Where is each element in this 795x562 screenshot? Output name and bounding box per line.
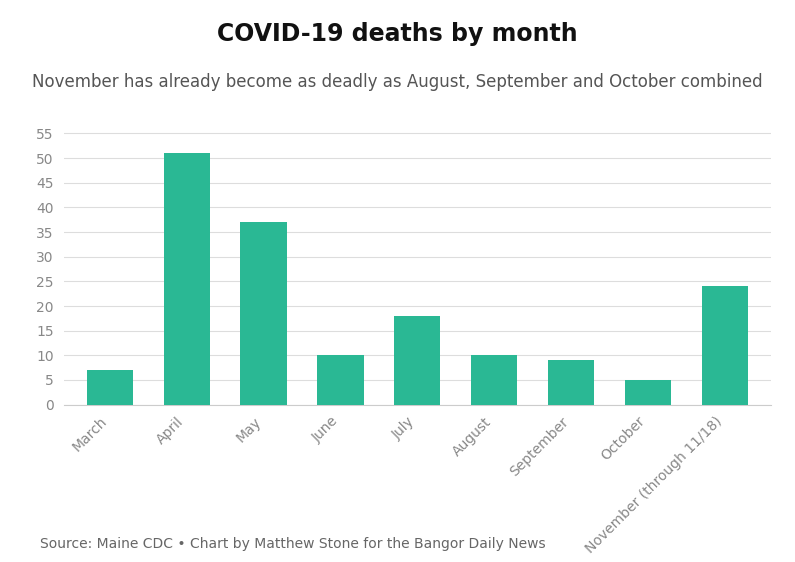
Text: COVID-19 deaths by month: COVID-19 deaths by month <box>217 22 578 47</box>
Bar <box>87 370 133 405</box>
Bar <box>394 316 440 405</box>
Bar <box>317 355 363 405</box>
Bar <box>625 380 671 405</box>
Bar <box>240 222 287 405</box>
Text: November has already become as deadly as August, September and October combined: November has already become as deadly as… <box>32 73 763 91</box>
Bar <box>548 360 594 405</box>
Text: Source: Maine CDC • Chart by Matthew Stone for the Bangor Daily News: Source: Maine CDC • Chart by Matthew Sto… <box>40 537 545 551</box>
Bar <box>471 355 518 405</box>
Bar <box>702 286 748 405</box>
Bar <box>164 153 210 405</box>
